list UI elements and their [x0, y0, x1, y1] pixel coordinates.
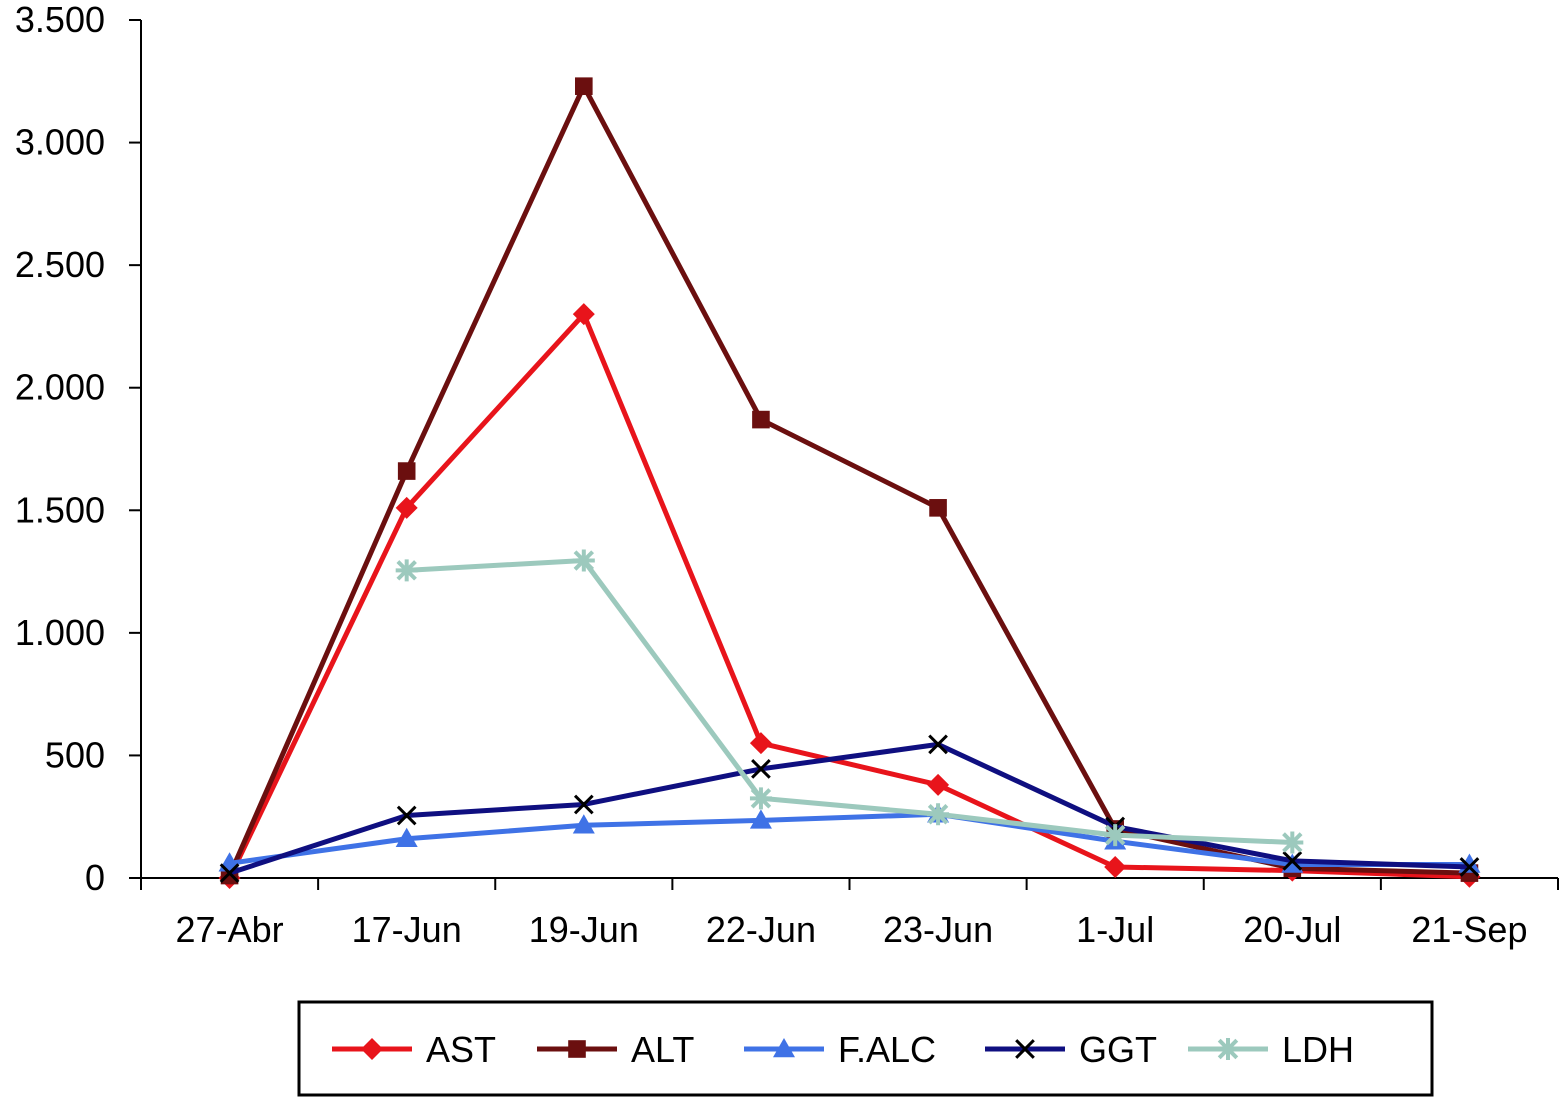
legend-marker [1015, 1039, 1035, 1059]
legend-entry: ALT [537, 1029, 694, 1070]
data-point [219, 863, 240, 883]
data-point [1104, 824, 1127, 847]
x-tick-label: 23-Jun [883, 909, 993, 950]
data-point [575, 77, 593, 95]
series-line [406, 558, 1293, 845]
legend-entry: F.ALC [744, 1029, 936, 1070]
data-point [749, 809, 772, 829]
series-line [228, 741, 1470, 876]
legend-entry: GGT [985, 1029, 1157, 1070]
data-point [396, 805, 417, 826]
series-line [227, 311, 1470, 880]
y-tick-label: 2.500 [15, 244, 105, 285]
legend-label: GGT [1079, 1029, 1157, 1070]
data-point [572, 814, 595, 834]
data-point [397, 462, 416, 480]
y-tick-label: 1.000 [15, 612, 105, 653]
data-point [749, 787, 772, 810]
y-tick-label: 0 [85, 857, 105, 898]
data-point [752, 410, 770, 429]
data-point [927, 773, 950, 796]
x-tick-label: 27-Abr [176, 909, 284, 950]
y-tick-label: 3.500 [15, 0, 105, 40]
y-tick-label: 3.000 [15, 122, 105, 163]
legend-marker [361, 1038, 383, 1060]
series-line [229, 811, 1470, 868]
legend-marker [568, 1040, 586, 1058]
y-tick-label: 1.500 [15, 489, 105, 530]
legend-label: F.ALC [838, 1029, 936, 1070]
series-ldh [395, 549, 1304, 854]
data-point [572, 303, 595, 326]
series-ast [218, 303, 1481, 889]
legend-label: ALT [631, 1029, 694, 1070]
x-tick-label: 22-Jun [706, 909, 816, 950]
x-tick-label: 1-Jul [1076, 909, 1154, 950]
data-point [1282, 850, 1303, 871]
chart-legend: AST ALT F.ALC GGT LDH [297, 1000, 1434, 1097]
data-point [395, 496, 418, 519]
data-point [395, 827, 418, 848]
legend-marker [773, 1038, 795, 1058]
data-point [395, 559, 418, 582]
x-tick-label: 19-Jun [529, 909, 639, 950]
data-point [1104, 855, 1127, 878]
data-point [749, 732, 772, 755]
data-point [1459, 857, 1480, 877]
data-point [927, 803, 950, 826]
series-ggt [219, 734, 1480, 883]
legend-marker [1217, 1038, 1239, 1060]
data-point [573, 794, 594, 815]
x-tick-label: 17-Jun [352, 909, 462, 950]
chart-axes: 0 500 1.000 1.500 2.000 2.500 3.000 3.500 27-Abr… [15, 0, 1559, 950]
data-point [1281, 831, 1304, 854]
legend-entry: AST [332, 1029, 496, 1070]
x-tick-label: 21-Sep [1411, 909, 1527, 950]
series-layer [218, 77, 1481, 889]
legend-label: LDH [1282, 1029, 1354, 1070]
data-point [572, 549, 595, 572]
legend-label: AST [426, 1029, 496, 1070]
legend-entry: LDH [1188, 1029, 1354, 1070]
data-point [928, 734, 948, 755]
y-tick-label: 2.000 [15, 367, 105, 408]
y-tick-label: 500 [45, 734, 105, 775]
data-point [751, 759, 771, 779]
x-tick-label: 20-Jul [1243, 909, 1341, 950]
data-point [929, 499, 947, 517]
